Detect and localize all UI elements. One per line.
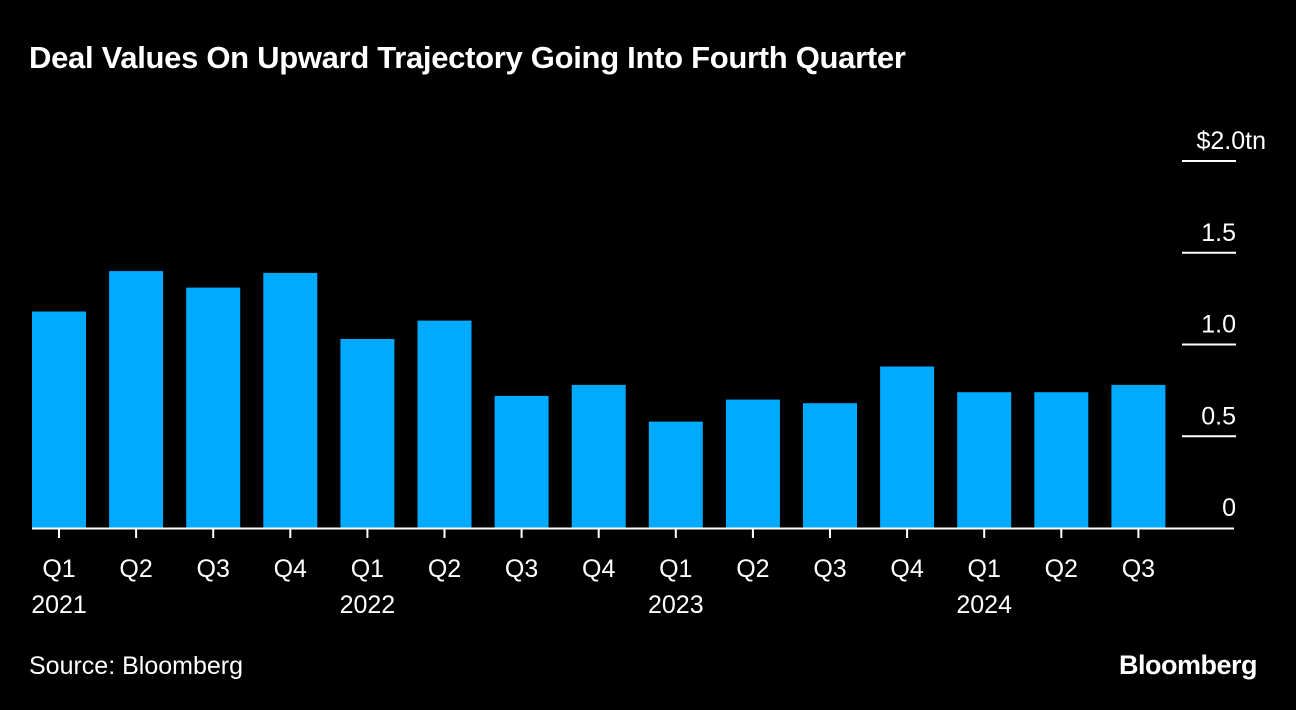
y-tick-label-1: 0.5 (1201, 402, 1236, 430)
x-tick-label-1: Q2 (119, 555, 152, 583)
x-tick-label-12: Q1 (968, 555, 1001, 583)
chart-title: Deal Values On Upward Trajectory Going I… (29, 40, 906, 75)
x-tick-label-13: Q2 (1045, 555, 1078, 583)
x-year-label-8: 2023 (648, 591, 704, 619)
x-tick-label-9: Q2 (736, 555, 769, 583)
bar-11 (880, 366, 935, 528)
bar-13 (1034, 392, 1089, 528)
bar-9 (725, 399, 780, 528)
bars-layer (32, 271, 1166, 528)
bar-4 (340, 339, 395, 528)
y-tick-label-0: 0 (1222, 494, 1236, 522)
source-note: Source: Bloomberg (29, 652, 244, 680)
bar-5 (417, 320, 472, 528)
x-year-label-0: 2021 (31, 591, 87, 619)
bar-6 (494, 395, 549, 528)
x-tick-label-7: Q4 (582, 555, 615, 583)
x-year-label-4: 2022 (340, 591, 396, 619)
bar-2 (186, 287, 241, 528)
y-tick-label-4: $2.0tn (1196, 127, 1266, 155)
bar-7 (571, 384, 626, 528)
x-tick-label-10: Q3 (813, 555, 846, 583)
x-tick-label-5: Q2 (428, 555, 461, 583)
bar-12 (957, 392, 1012, 528)
bar-1 (109, 271, 164, 528)
x-axis: Q1 2021 Q2 Q3 Q4 Q1 2022 Q2 Q3 Q4 Q1 2023 Q2 Q3 Q4 Q1 20… (31, 527, 1234, 619)
x-tick-label-8: Q1 (659, 555, 692, 583)
bar-14 (1111, 384, 1166, 528)
bar-3 (263, 272, 318, 528)
y-tick-label-2: 1.0 (1201, 311, 1236, 339)
y-axis: 0 0.5 1.0 1.5 $2.0tn (1182, 127, 1266, 522)
x-year-label-12: 2024 (956, 591, 1012, 619)
x-tick-label-2: Q3 (197, 555, 230, 583)
x-tick-label-11: Q4 (890, 555, 923, 583)
x-tick-label-4: Q1 (351, 555, 384, 583)
y-tick-label-3: 1.5 (1201, 219, 1236, 247)
bar-10 (803, 403, 857, 528)
bloomberg-logo: Bloomberg (1118, 650, 1258, 680)
x-tick-label-14: Q3 (1122, 555, 1155, 583)
x-tick-label-6: Q3 (505, 555, 538, 583)
x-tick-label-0: Q1 (42, 555, 75, 583)
bar-0 (32, 311, 86, 528)
x-tick-label-3: Q4 (274, 555, 307, 583)
bar-8 (648, 421, 703, 528)
